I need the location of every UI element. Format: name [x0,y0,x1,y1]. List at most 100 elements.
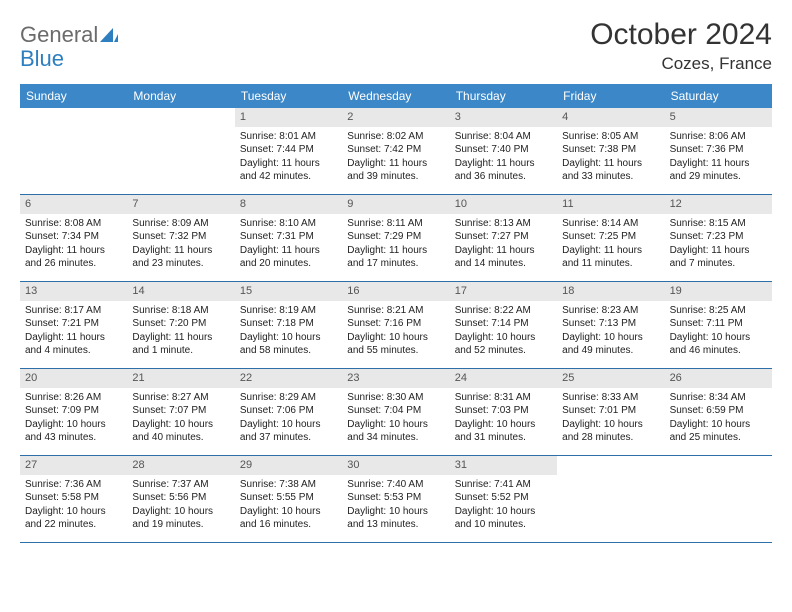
sunset-text: Sunset: 7:21 PM [25,317,122,331]
sunrise-text: Sunrise: 8:31 AM [455,391,552,405]
day-number: 19 [665,282,772,301]
calendar-cell: 17Sunrise: 8:22 AMSunset: 7:14 PMDayligh… [450,282,557,368]
calendar-cell: 30Sunrise: 7:40 AMSunset: 5:53 PMDayligh… [342,456,449,542]
daylight-text: Daylight: 11 hours and 17 minutes. [347,244,444,271]
day-number: 9 [342,195,449,214]
daylight-text: Daylight: 11 hours and 36 minutes. [455,157,552,184]
daylight-text: Daylight: 11 hours and 14 minutes. [455,244,552,271]
sunrise-text: Sunrise: 8:15 AM [670,217,767,231]
day-number: 1 [235,108,342,127]
day-number: 17 [450,282,557,301]
daylight-text: Daylight: 10 hours and 22 minutes. [25,505,122,532]
sunset-text: Sunset: 7:06 PM [240,404,337,418]
calendar-week: 6Sunrise: 8:08 AMSunset: 7:34 PMDaylight… [20,195,772,282]
sunset-text: Sunset: 7:20 PM [132,317,229,331]
sunrise-text: Sunrise: 7:41 AM [455,478,552,492]
sunrise-text: Sunrise: 8:17 AM [25,304,122,318]
calendar-cell: 28Sunrise: 7:37 AMSunset: 5:56 PMDayligh… [127,456,234,542]
calendar-body: 1Sunrise: 8:01 AMSunset: 7:44 PMDaylight… [20,108,772,543]
sunset-text: Sunset: 7:03 PM [455,404,552,418]
calendar-cell: 31Sunrise: 7:41 AMSunset: 5:52 PMDayligh… [450,456,557,542]
sunrise-text: Sunrise: 8:22 AM [455,304,552,318]
day-number: 13 [20,282,127,301]
sunrise-text: Sunrise: 8:10 AM [240,217,337,231]
sunrise-text: Sunrise: 7:38 AM [240,478,337,492]
day-number: 27 [20,456,127,475]
daylight-text: Daylight: 10 hours and 13 minutes. [347,505,444,532]
title-block: October 2024 Cozes, France [590,18,772,74]
sunset-text: Sunset: 7:36 PM [670,143,767,157]
month-title: October 2024 [590,18,772,52]
sunset-text: Sunset: 7:27 PM [455,230,552,244]
sunrise-text: Sunrise: 8:05 AM [562,130,659,144]
sunset-text: Sunset: 5:55 PM [240,491,337,505]
daylight-text: Daylight: 10 hours and 19 minutes. [132,505,229,532]
calendar-week: 1Sunrise: 8:01 AMSunset: 7:44 PMDaylight… [20,108,772,195]
day-number: 4 [557,108,664,127]
day-number: 8 [235,195,342,214]
sunrise-text: Sunrise: 8:33 AM [562,391,659,405]
day-number: 30 [342,456,449,475]
day-number: 15 [235,282,342,301]
calendar-cell-empty [557,456,664,542]
daylight-text: Daylight: 10 hours and 16 minutes. [240,505,337,532]
daylight-text: Daylight: 10 hours and 37 minutes. [240,418,337,445]
calendar-cell: 27Sunrise: 7:36 AMSunset: 5:58 PMDayligh… [20,456,127,542]
weekday-label: Monday [127,84,234,108]
calendar-cell: 1Sunrise: 8:01 AMSunset: 7:44 PMDaylight… [235,108,342,194]
daylight-text: Daylight: 10 hours and 52 minutes. [455,331,552,358]
sunrise-text: Sunrise: 8:11 AM [347,217,444,231]
daylight-text: Daylight: 10 hours and 46 minutes. [670,331,767,358]
weekday-label: Friday [557,84,664,108]
day-number: 22 [235,369,342,388]
sunrise-text: Sunrise: 8:26 AM [25,391,122,405]
day-number: 5 [665,108,772,127]
day-number: 20 [20,369,127,388]
sunset-text: Sunset: 7:01 PM [562,404,659,418]
daylight-text: Daylight: 11 hours and 42 minutes. [240,157,337,184]
day-number: 11 [557,195,664,214]
day-number: 29 [235,456,342,475]
sunset-text: Sunset: 7:38 PM [562,143,659,157]
calendar-cell: 22 Sunrise: 8:29 AMSunset: 7:06 PMDayligh… [235,369,342,455]
calendar-cell: 2Sunrise: 8:02 AMSunset: 7:42 PMDaylight… [342,108,449,194]
weekday-header: SundayMondayTuesdayWednesdayThursdayFrid… [20,84,772,108]
sunrise-text: Sunrise: 8:18 AM [132,304,229,318]
daylight-text: Daylight: 11 hours and 39 minutes. [347,157,444,184]
weekday-label: Wednesday [342,84,449,108]
calendar-cell: 8Sunrise: 8:10 AMSunset: 7:31 PMDaylight… [235,195,342,281]
brand-logo: General Blue [20,18,118,70]
daylight-text: Daylight: 10 hours and 55 minutes. [347,331,444,358]
calendar-cell: 9Sunrise: 8:11 AMSunset: 7:29 PMDaylight… [342,195,449,281]
sunrise-text: Sunrise: 8:19 AM [240,304,337,318]
sunset-text: Sunset: 7:23 PM [670,230,767,244]
daylight-text: Daylight: 11 hours and 23 minutes. [132,244,229,271]
day-number: 10 [450,195,557,214]
daylight-text: Daylight: 11 hours and 26 minutes. [25,244,122,271]
daylight-text: Daylight: 10 hours and 28 minutes. [562,418,659,445]
sunrise-text: Sunrise: 8:29 AM [240,391,337,405]
sunrise-text: Sunrise: 8:04 AM [455,130,552,144]
calendar-cell: 7Sunrise: 8:09 AMSunset: 7:32 PMDaylight… [127,195,234,281]
weekday-label: Thursday [450,84,557,108]
day-number: 23 [342,369,449,388]
day-number: 3 [450,108,557,127]
sail-icon [100,24,118,46]
calendar-cell: 3Sunrise: 8:04 AMSunset: 7:40 PMDaylight… [450,108,557,194]
calendar-cell: 14Sunrise: 8:18 AMSunset: 7:20 PMDayligh… [127,282,234,368]
sunset-text: Sunset: 7:09 PM [25,404,122,418]
calendar-cell: 24Sunrise: 8:31 AMSunset: 7:03 PMDayligh… [450,369,557,455]
calendar-cell: 6Sunrise: 8:08 AMSunset: 7:34 PMDaylight… [20,195,127,281]
day-number: 26 [665,369,772,388]
calendar-week: 27Sunrise: 7:36 AMSunset: 5:58 PMDayligh… [20,456,772,543]
sunrise-text: Sunrise: 8:21 AM [347,304,444,318]
calendar-week: 20 Sunrise: 8:26 AMSunset: 7:09 PM Dayligh… [20,369,772,456]
calendar-page: General Blue October 2024 Cozes, France … [0,0,792,553]
calendar-cell-empty [20,108,127,194]
logo-text: General Blue [20,24,118,70]
sunset-text: Sunset: 7:13 PM [562,317,659,331]
calendar-cell: 21Sunrise: 8:27 AMSunset: 7:07 PMDayligh… [127,369,234,455]
sunrise-text: Sunrise: 8:34 AM [670,391,767,405]
daylight-text: Daylight: 11 hours and 11 minutes. [562,244,659,271]
sunrise-text: Sunrise: 8:06 AM [670,130,767,144]
